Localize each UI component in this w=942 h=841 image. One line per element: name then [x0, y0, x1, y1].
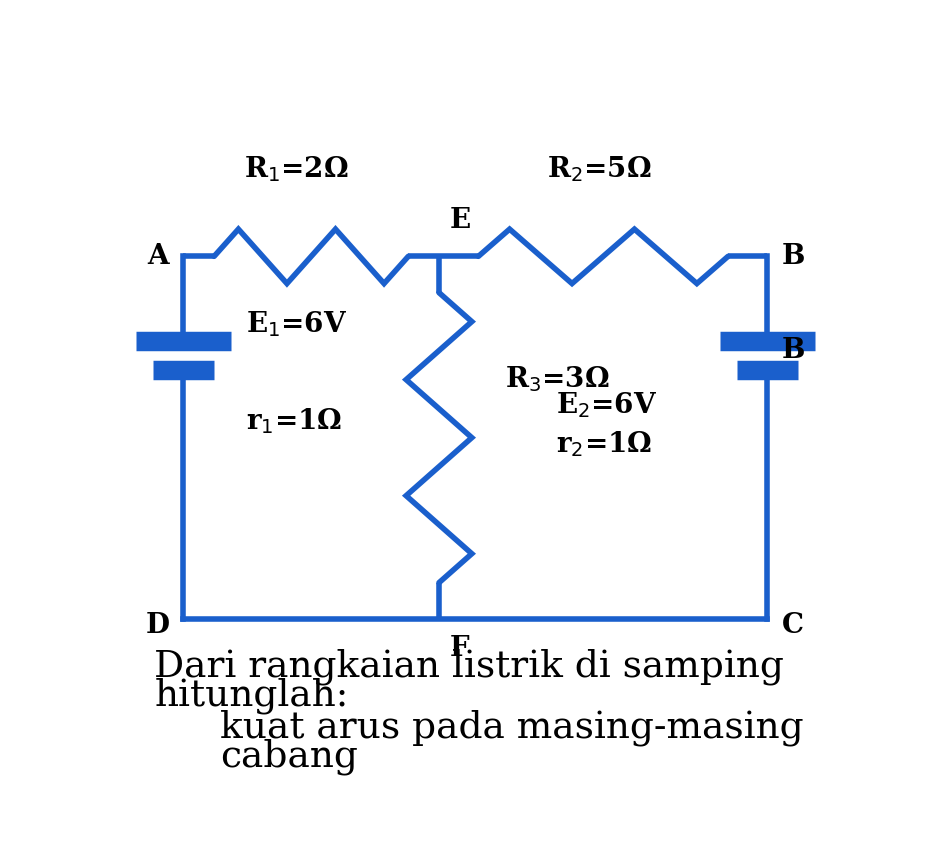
Text: cabang: cabang: [220, 738, 358, 775]
Text: E: E: [450, 207, 471, 235]
Text: R$_1$=2Ω: R$_1$=2Ω: [244, 154, 349, 184]
Text: hitunglah:: hitunglah:: [154, 677, 349, 714]
Text: kuat arus pada masing-masing: kuat arus pada masing-masing: [220, 710, 804, 746]
Text: C: C: [782, 612, 804, 639]
Text: E$_2$=6V
r$_2$=1Ω: E$_2$=6V r$_2$=1Ω: [556, 390, 657, 459]
Text: R$_3$=3Ω: R$_3$=3Ω: [505, 364, 609, 394]
Text: F: F: [450, 635, 469, 662]
Text: Dari rangkaian listrik di samping: Dari rangkaian listrik di samping: [154, 648, 784, 685]
Text: E$_1$=6V: E$_1$=6V: [246, 309, 347, 339]
Text: D: D: [146, 612, 170, 639]
Text: R$_2$=5Ω: R$_2$=5Ω: [547, 154, 652, 184]
Text: B: B: [781, 336, 804, 364]
Text: B: B: [781, 243, 804, 270]
Text: r$_1$=1Ω: r$_1$=1Ω: [246, 406, 342, 436]
Text: A: A: [147, 243, 169, 270]
